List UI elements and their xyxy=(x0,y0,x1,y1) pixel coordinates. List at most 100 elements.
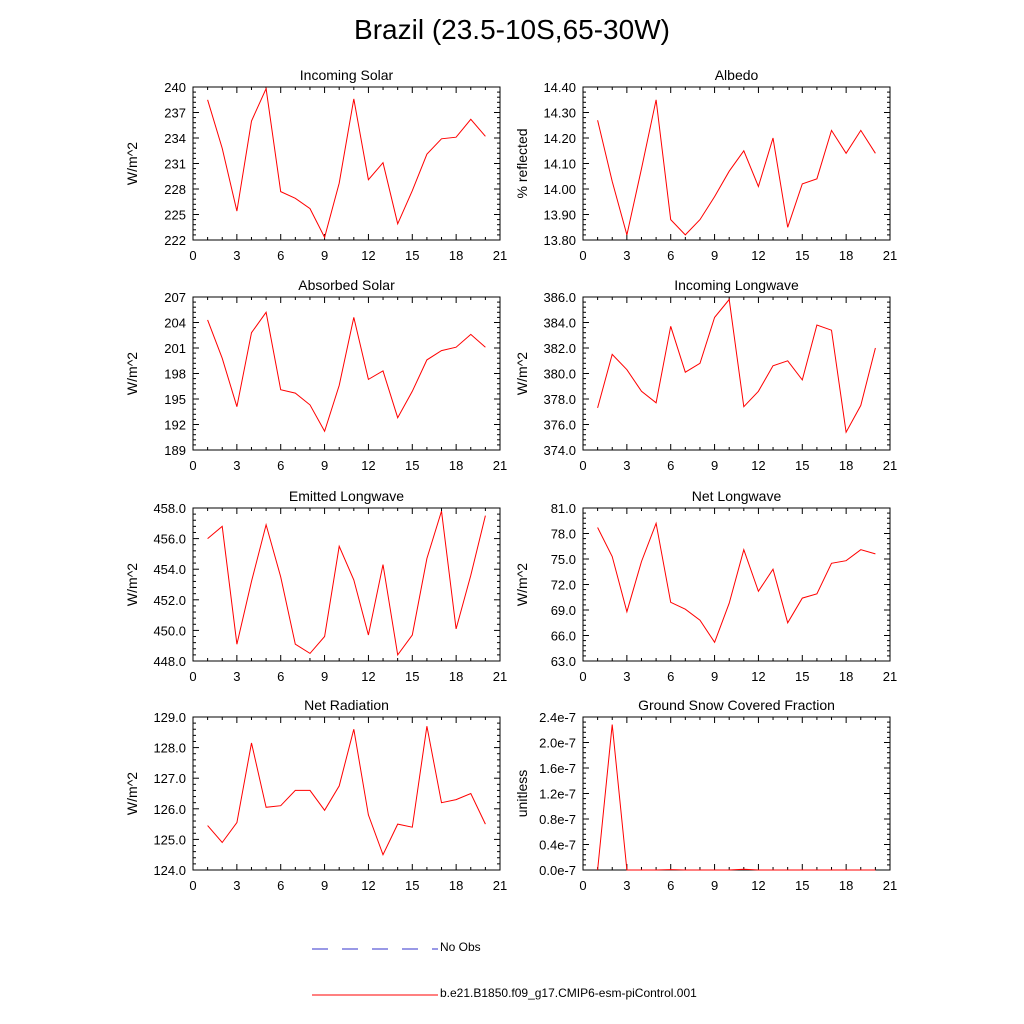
x-tick-label: 3 xyxy=(623,878,630,893)
x-tick-label: 0 xyxy=(189,669,196,684)
y-tick-label: 1.6e-7 xyxy=(539,761,576,776)
legend-no-obs-swatch xyxy=(312,948,438,950)
y-tick-label: 125.0 xyxy=(153,832,186,847)
x-tick-label: 15 xyxy=(405,669,419,684)
x-tick-label: 21 xyxy=(493,248,507,263)
y-tick-label: 75.0 xyxy=(551,552,576,567)
y-tick-label: 376.0 xyxy=(543,418,576,433)
y-tick-label: 222 xyxy=(164,233,186,248)
x-tick-label: 18 xyxy=(839,878,853,893)
x-tick-label: 0 xyxy=(579,248,586,263)
x-tick-label: 18 xyxy=(449,669,463,684)
y-tick-label: 189 xyxy=(164,443,186,458)
x-tick-label: 21 xyxy=(883,878,897,893)
y-tick-label: 78.0 xyxy=(551,527,576,542)
plot-frame xyxy=(192,507,501,662)
chart-title: Absorbed Solar xyxy=(298,277,395,293)
x-tick-label: 6 xyxy=(277,248,284,263)
legend-no-obs: No Obs xyxy=(300,940,800,960)
y-tick-label: 380.0 xyxy=(543,367,576,382)
x-tick-label: 12 xyxy=(751,458,765,473)
x-tick-label: 0 xyxy=(579,878,586,893)
series-line xyxy=(207,726,486,856)
x-tick-label: 9 xyxy=(321,248,328,263)
chart-title: Emitted Longwave xyxy=(289,488,404,504)
y-tick-label: 127.0 xyxy=(153,771,186,786)
y-tick-label: 0.4e-7 xyxy=(539,838,576,853)
y-tick-label: 237 xyxy=(164,106,186,121)
y-tick-label: 2.0e-7 xyxy=(539,736,576,751)
y-tick-label: 450.0 xyxy=(153,623,186,638)
y-tick-label: 0.0e-7 xyxy=(539,863,576,878)
y-tick-label: 124.0 xyxy=(153,863,186,878)
x-tick-label: 18 xyxy=(839,248,853,263)
chart-panel-1: Incoming Solar W/m^2 0 3 6 9 12 15 18 21 222 225 228… xyxy=(124,67,507,263)
y-tick-label: 382.0 xyxy=(543,341,576,356)
y-tick-label: 14.10 xyxy=(543,157,576,172)
x-tick-label: 9 xyxy=(321,669,328,684)
series-line xyxy=(597,724,876,871)
x-tick-label: 12 xyxy=(751,669,765,684)
chart-title: Incoming Solar xyxy=(300,67,394,83)
y-tick-label: 81.0 xyxy=(551,501,576,516)
x-tick-label: 15 xyxy=(405,248,419,263)
chart-panel-7: Net Radiation W/m^2 0 3 6 9 12 15 18 21 124.0 125.0… xyxy=(124,697,507,893)
y-tick-label: 204 xyxy=(164,316,186,331)
series-line xyxy=(207,86,486,239)
y-axis-label: W/m^2 xyxy=(124,142,140,185)
x-tick-label: 15 xyxy=(405,878,419,893)
y-tick-label: 14.20 xyxy=(543,131,576,146)
x-tick-label: 18 xyxy=(839,669,853,684)
x-tick-label: 18 xyxy=(449,458,463,473)
y-axis-label: W/m^2 xyxy=(124,563,140,606)
x-tick-label: 6 xyxy=(277,669,284,684)
plot-frame xyxy=(192,86,501,241)
plot-frame xyxy=(582,507,891,662)
chart-title: Albedo xyxy=(715,67,759,83)
y-tick-label: 201 xyxy=(164,341,186,356)
x-tick-label: 0 xyxy=(579,669,586,684)
chart-title: Net Longwave xyxy=(692,488,782,504)
y-tick-label: 13.90 xyxy=(543,208,576,223)
legend-model-label: b.e21.B1850.f09_g17.CMIP6-esm-piControl.… xyxy=(440,986,697,1000)
x-tick-label: 9 xyxy=(321,878,328,893)
y-tick-label: 231 xyxy=(164,157,186,172)
x-tick-label: 21 xyxy=(883,248,897,263)
plot-frame xyxy=(582,86,891,241)
y-axis-label: W/m^2 xyxy=(124,772,140,815)
x-tick-label: 12 xyxy=(361,458,375,473)
x-tick-label: 18 xyxy=(839,458,853,473)
x-tick-label: 9 xyxy=(711,458,718,473)
chart-title: Ground Snow Covered Fraction xyxy=(638,697,835,713)
y-tick-label: 458.0 xyxy=(153,501,186,516)
x-tick-label: 0 xyxy=(189,458,196,473)
x-tick-label: 15 xyxy=(795,669,809,684)
x-tick-label: 3 xyxy=(233,669,240,684)
x-tick-label: 0 xyxy=(189,248,196,263)
y-tick-label: 66.0 xyxy=(551,629,576,644)
y-tick-label: 378.0 xyxy=(543,392,576,407)
y-tick-label: 14.00 xyxy=(543,182,576,197)
x-tick-label: 3 xyxy=(623,248,630,263)
series-line xyxy=(597,99,876,236)
y-axis-label: W/m^2 xyxy=(124,352,140,395)
y-tick-label: 69.0 xyxy=(551,603,576,618)
y-tick-label: 128.0 xyxy=(153,741,186,756)
chart-title: Incoming Longwave xyxy=(674,277,799,293)
y-tick-label: 14.30 xyxy=(543,106,576,121)
x-tick-label: 21 xyxy=(883,458,897,473)
x-tick-label: 6 xyxy=(667,458,674,473)
plot-frame xyxy=(582,716,891,871)
y-tick-label: 2.4e-7 xyxy=(539,710,576,725)
y-tick-label: 0.8e-7 xyxy=(539,812,576,827)
y-axis-label: W/m^2 xyxy=(514,563,530,606)
x-tick-label: 6 xyxy=(277,458,284,473)
x-tick-label: 6 xyxy=(667,248,674,263)
x-tick-label: 6 xyxy=(667,878,674,893)
legend-model-swatch xyxy=(312,994,438,996)
y-tick-label: 72.0 xyxy=(551,578,576,593)
x-tick-label: 21 xyxy=(883,669,897,684)
series-line xyxy=(597,298,876,434)
y-tick-label: 13.80 xyxy=(543,233,576,248)
